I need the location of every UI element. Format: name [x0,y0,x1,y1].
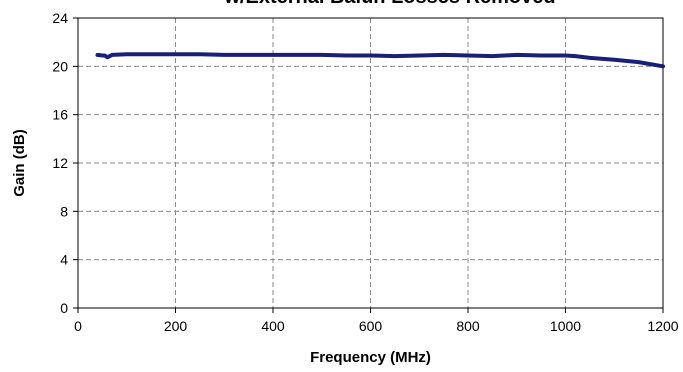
x-tick-label: 600 [359,318,383,334]
x-tick-label: 0 [74,318,82,334]
x-axis-label: Frequency (MHz) [310,349,431,366]
y-axis-label: Gain (dB) [11,129,28,197]
y-tick-label: 12 [52,155,68,171]
x-tick-label: 200 [164,318,188,334]
y-tick-label: 4 [60,252,68,268]
y-tick-label: 24 [52,10,68,26]
x-tick-label: 800 [456,318,480,334]
y-tick-label: 20 [52,58,68,74]
series-group [95,52,665,69]
gain-series-line [95,52,665,69]
chart-title: w/External Balun Losses Removed [223,0,555,8]
x-tick-label: 400 [261,318,285,334]
x-tick-label: 1000 [550,318,581,334]
y-tick-label: 8 [60,203,68,219]
axis-ticks: 0 4 8 12 16 20 24 0 200 400 600 800 1000 1200 [52,10,678,334]
x-tick-label: 1200 [647,318,678,334]
grid [78,18,663,308]
y-tick-label: 16 [52,107,68,123]
y-tick-label: 0 [60,300,68,316]
